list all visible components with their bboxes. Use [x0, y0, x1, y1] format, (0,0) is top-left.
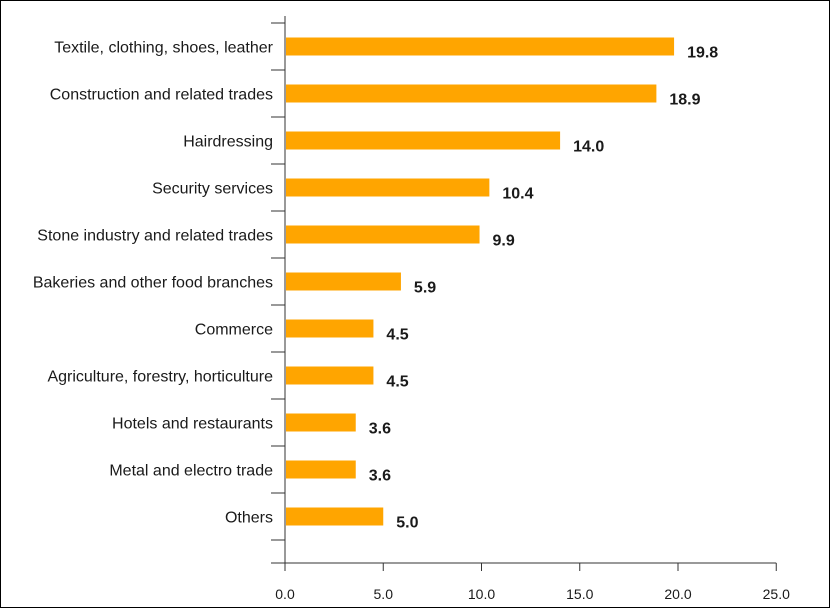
bar	[286, 319, 374, 338]
bar	[286, 272, 401, 291]
bar	[286, 225, 480, 244]
category-label: Textile, clothing, shoes, leather	[54, 40, 273, 57]
value-label: 4.5	[386, 327, 408, 344]
x-tick-label: 5.0	[374, 586, 394, 602]
x-tick-label: 25.0	[763, 586, 790, 602]
bar	[286, 131, 561, 150]
value-labels: 19.8 18.9 14.0 10.4 9.9 5.9 4.5 4.5 3.6 3.6 5.0	[369, 45, 719, 532]
category-label: Others	[225, 510, 273, 527]
category-label: Hotels and restaurants	[112, 416, 273, 433]
x-tick-label: 10.0	[468, 586, 495, 602]
value-label: 18.9	[669, 92, 700, 109]
category-label: Security services	[152, 181, 273, 198]
value-label: 5.0	[396, 515, 418, 532]
tick-labels: 0.0 5.0 10.0 15.0 20.0 25.0	[275, 586, 790, 602]
value-label: 9.9	[493, 233, 515, 250]
value-label: 3.6	[369, 468, 391, 485]
bar	[286, 413, 356, 432]
bar	[286, 460, 356, 479]
category-label: Commerce	[195, 322, 273, 339]
category-label: Hairdressing	[183, 134, 273, 151]
category-label: Stone industry and related trades	[37, 228, 273, 245]
bars-group	[286, 37, 675, 526]
value-label: 4.5	[386, 374, 408, 391]
category-labels: Textile, clothing, shoes, leather Constru…	[33, 40, 274, 527]
x-tick-label: 0.0	[275, 586, 295, 602]
bar	[286, 84, 657, 103]
x-tick-label: 15.0	[566, 586, 593, 602]
bar	[286, 507, 384, 526]
value-label: 5.9	[414, 280, 436, 297]
axes-group	[271, 16, 777, 571]
category-label: Bakeries and other food branches	[33, 275, 273, 292]
category-label: Construction and related trades	[50, 87, 273, 104]
x-tick-label: 20.0	[664, 586, 691, 602]
category-label: Metal and electro trade	[109, 463, 273, 480]
value-label: 10.4	[502, 186, 533, 203]
value-label: 19.8	[687, 45, 718, 62]
category-label: Agriculture, forestry, horticulture	[47, 369, 273, 386]
bar	[286, 366, 374, 385]
bar	[286, 37, 675, 56]
value-label: 14.0	[573, 139, 604, 156]
bar	[286, 178, 490, 197]
value-label: 3.6	[369, 421, 391, 438]
